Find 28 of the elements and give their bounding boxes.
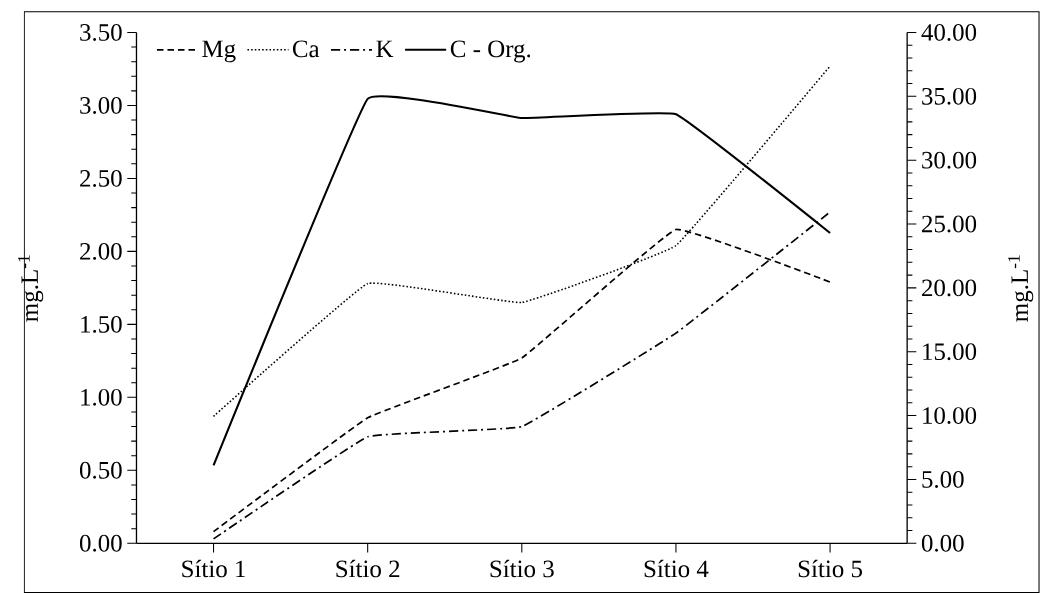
y2-tick-label: 35.00 — [922, 87, 977, 105]
y-axis-title: mg.L$^{-1}$ — [18, 255, 44, 322]
y2-tick-label: 25.00 — [922, 215, 977, 233]
y-tick-label: 2.50 — [80, 169, 122, 187]
y2-tick-label: 5.00 — [922, 470, 964, 488]
y2-tick-label: 0.00 — [921, 534, 964, 552]
y-tick-label: 1.50 — [81, 315, 122, 333]
y-tick-label: 3.50 — [80, 23, 122, 41]
legend-label: C - Org. — [450, 40, 531, 63]
x-tick-label: Sítio 1 — [182, 559, 245, 578]
legend-label: Mg — [202, 40, 236, 63]
y-tick-label: 2.00 — [80, 242, 122, 260]
x-tick-label: Sítio 4 — [644, 559, 709, 578]
x-tick-label: Sítio 3 — [490, 559, 554, 578]
y2-tick-label: 40.00 — [921, 23, 977, 41]
y2-tick-label: 10.00 — [923, 406, 977, 424]
y2-tick-label: 30.00 — [922, 151, 977, 169]
x-tick-label: Sítio 2 — [336, 559, 400, 578]
y-tick-label: 0.50 — [79, 461, 122, 479]
x-tick-label: Sítio 5 — [798, 559, 862, 578]
y2-tick-label: 15.00 — [923, 343, 977, 360]
y2-axis-title: mg.L$^{-1}$ — [1008, 255, 1034, 322]
legend-label: Ca — [292, 40, 320, 58]
legend-label: K — [376, 40, 394, 57]
y2-tick-label: 20.00 — [922, 279, 977, 297]
y-tick-label: 3.00 — [80, 96, 122, 114]
y-tick-label: 0.00 — [79, 534, 122, 552]
y-tick-label: 1.00 — [81, 388, 122, 406]
